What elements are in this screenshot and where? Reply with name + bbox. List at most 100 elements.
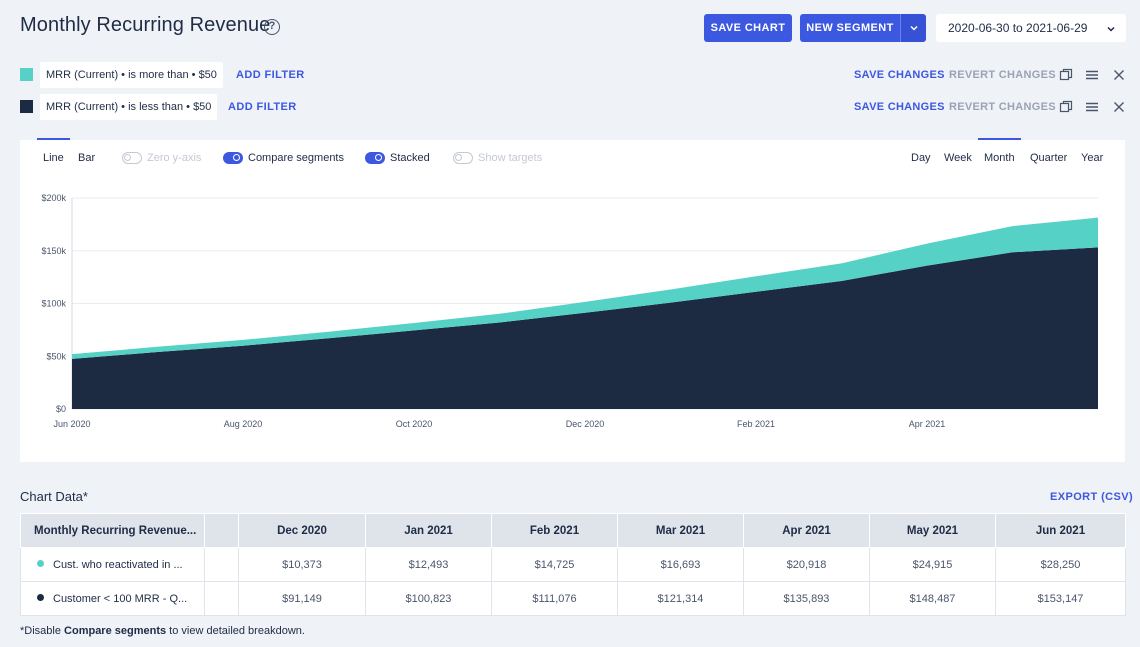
zero-y-axis-label: Zero y-axis — [147, 152, 202, 164]
footnote-suffix: to view detailed breakdown. — [166, 625, 305, 637]
y-tick-label: $200k — [41, 193, 66, 203]
save-changes-button[interactable]: SAVE CHANGES — [854, 101, 945, 113]
table-row-label: Cust. who reactivated in ... — [53, 558, 183, 571]
close-icon[interactable] — [1112, 100, 1126, 114]
stacked-toggle[interactable] — [365, 152, 385, 164]
table-row: Cust. who reactivated in ... $10,373 $12… — [20, 547, 1126, 582]
interval-day-tab[interactable]: Day — [911, 152, 931, 164]
interval-month-tab[interactable]: Month — [984, 152, 1015, 164]
export-csv-button[interactable]: EXPORT (CSV) — [1050, 491, 1134, 503]
chevron-down-icon — [909, 25, 918, 31]
footnote: *Disable Compare segments to view detail… — [20, 625, 305, 637]
series-dot — [37, 593, 44, 601]
table-row-label-cell: Cust. who reactivated in ... — [20, 547, 205, 582]
table-header-row: Monthly Recurring Revenue... Dec 2020 Ja… — [20, 513, 1126, 548]
page-title: Monthly Recurring Revenue — [20, 14, 271, 36]
table-column-header: Jan 2021 — [365, 513, 492, 548]
table-spacer-cell — [204, 547, 239, 582]
header: Monthly Recurring Revenue ? SAVE CHART N… — [20, 14, 1126, 42]
footnote-bold: Compare segments — [64, 625, 167, 637]
table-column-header: Jun 2021 — [995, 513, 1126, 548]
table-cell: $100,823 — [365, 581, 492, 616]
table-column-header: Apr 2021 — [743, 513, 870, 548]
table-cell: $28,250 — [995, 547, 1126, 582]
area-series[interactable] — [72, 217, 1098, 359]
area-series[interactable] — [72, 247, 1098, 409]
y-tick-label: $150k — [41, 246, 66, 256]
mrr-area-chart[interactable]: $0 $50k $100k $150k $200k Jun 2020 Aug 2020 Oct… — [20, 140, 1125, 462]
table-cell: $153,147 — [995, 581, 1126, 616]
table-column-header: Mar 2021 — [617, 513, 744, 548]
add-filter-button[interactable]: ADD FILTER — [236, 69, 305, 81]
table-row: Customer < 100 MRR - Q... $91,149 $100,8… — [20, 581, 1126, 616]
new-segment-button[interactable]: NEW SEGMENT — [800, 14, 900, 42]
table-cell: $121,314 — [617, 581, 744, 616]
table-cell: $24,915 — [869, 547, 996, 582]
series-dot — [37, 559, 44, 567]
table-row-label: Customer < 100 MRR - Q... — [53, 592, 188, 605]
compare-segments-label: Compare segments — [248, 152, 344, 164]
table-first-column-header[interactable]: Monthly Recurring Revenue... — [20, 513, 205, 548]
chart-type-bar-tab[interactable]: Bar — [78, 152, 96, 164]
interval-selected-indicator — [978, 138, 1021, 140]
table-cell: $14,725 — [491, 547, 618, 582]
table-column-header: Dec 2020 — [238, 513, 366, 548]
x-tick-label: Dec 2020 — [566, 419, 605, 429]
save-changes-button[interactable]: SAVE CHANGES — [854, 69, 945, 81]
segment-color-swatch — [20, 100, 33, 113]
table-cell: $148,487 — [869, 581, 996, 616]
new-segment-dropdown-button[interactable] — [900, 14, 926, 42]
segment-filter-chip[interactable]: MRR (Current) • is more than • $50 — [40, 62, 223, 88]
date-range-value: 2020-06-30 to 2021-06-29 — [948, 21, 1088, 35]
table-cell: $91,149 — [238, 581, 366, 616]
interval-year-tab[interactable]: Year — [1081, 152, 1104, 164]
compare-segments-toggle[interactable] — [223, 152, 243, 164]
table-row-label-cell: Customer < 100 MRR - Q... — [20, 581, 205, 616]
footnote-prefix: *Disable — [20, 625, 65, 637]
interval-week-tab[interactable]: Week — [944, 152, 972, 164]
segment-color-swatch — [20, 68, 33, 81]
segment-row: MRR (Current) • is more than • $50 ADD F… — [20, 62, 1126, 88]
stacked-label: Stacked — [390, 152, 430, 164]
chart-data-table: Monthly Recurring Revenue... Dec 2020 Ja… — [20, 513, 1126, 616]
chart-type-selected-indicator — [37, 138, 70, 140]
table-column-header: Feb 2021 — [491, 513, 618, 548]
show-targets-label: Show targets — [478, 152, 543, 164]
zero-y-axis-toggle[interactable] — [122, 152, 142, 164]
interval-quarter-tab[interactable]: Quarter — [1030, 152, 1068, 164]
table-spacer-header — [204, 513, 239, 548]
table-cell: $20,918 — [743, 547, 870, 582]
date-range-picker[interactable]: 2020-06-30 to 2021-06-29 — [936, 14, 1126, 42]
close-icon[interactable] — [1112, 68, 1126, 82]
chevron-down-icon — [1107, 26, 1115, 32]
x-tick-label: Aug 2020 — [224, 419, 263, 429]
y-tick-label: $0 — [56, 404, 66, 414]
table-column-header: May 2021 — [869, 513, 996, 548]
table-spacer-cell — [204, 581, 239, 616]
menu-icon[interactable] — [1085, 100, 1099, 114]
table-cell: $16,693 — [617, 547, 744, 582]
table-cell: $10,373 — [238, 547, 366, 582]
show-targets-toggle[interactable] — [453, 152, 473, 164]
add-filter-button[interactable]: ADD FILTER — [228, 101, 297, 113]
y-tick-label: $100k — [41, 299, 66, 309]
revert-changes-button[interactable]: REVERT CHANGES — [949, 101, 1056, 113]
segment-filter-chip[interactable]: MRR (Current) • is less than • $50 — [40, 94, 218, 120]
revert-changes-button[interactable]: REVERT CHANGES — [949, 69, 1056, 81]
copy-icon[interactable] — [1059, 68, 1073, 82]
copy-icon[interactable] — [1059, 100, 1073, 114]
table-cell: $111,076 — [491, 581, 618, 616]
x-tick-label: Feb 2021 — [737, 419, 775, 429]
x-tick-label: Jun 2020 — [53, 419, 90, 429]
table-cell: $135,893 — [743, 581, 870, 616]
question-circle-icon[interactable]: ? — [264, 19, 280, 35]
x-tick-label: Apr 2021 — [909, 419, 946, 429]
table-cell: $12,493 — [365, 547, 492, 582]
segment-row: MRR (Current) • is less than • $50 ADD F… — [20, 94, 1126, 120]
chart-data-title: Chart Data* — [20, 489, 88, 504]
save-chart-button[interactable]: SAVE CHART — [704, 14, 792, 42]
x-tick-label: Oct 2020 — [396, 419, 433, 429]
menu-icon[interactable] — [1085, 68, 1099, 82]
chart-type-line-tab[interactable]: Line — [43, 152, 64, 164]
y-tick-label: $50k — [46, 351, 66, 361]
